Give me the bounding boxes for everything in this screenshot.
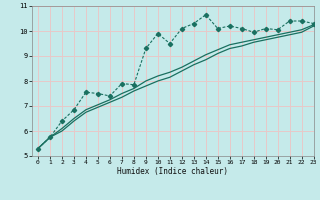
X-axis label: Humidex (Indice chaleur): Humidex (Indice chaleur) <box>117 167 228 176</box>
